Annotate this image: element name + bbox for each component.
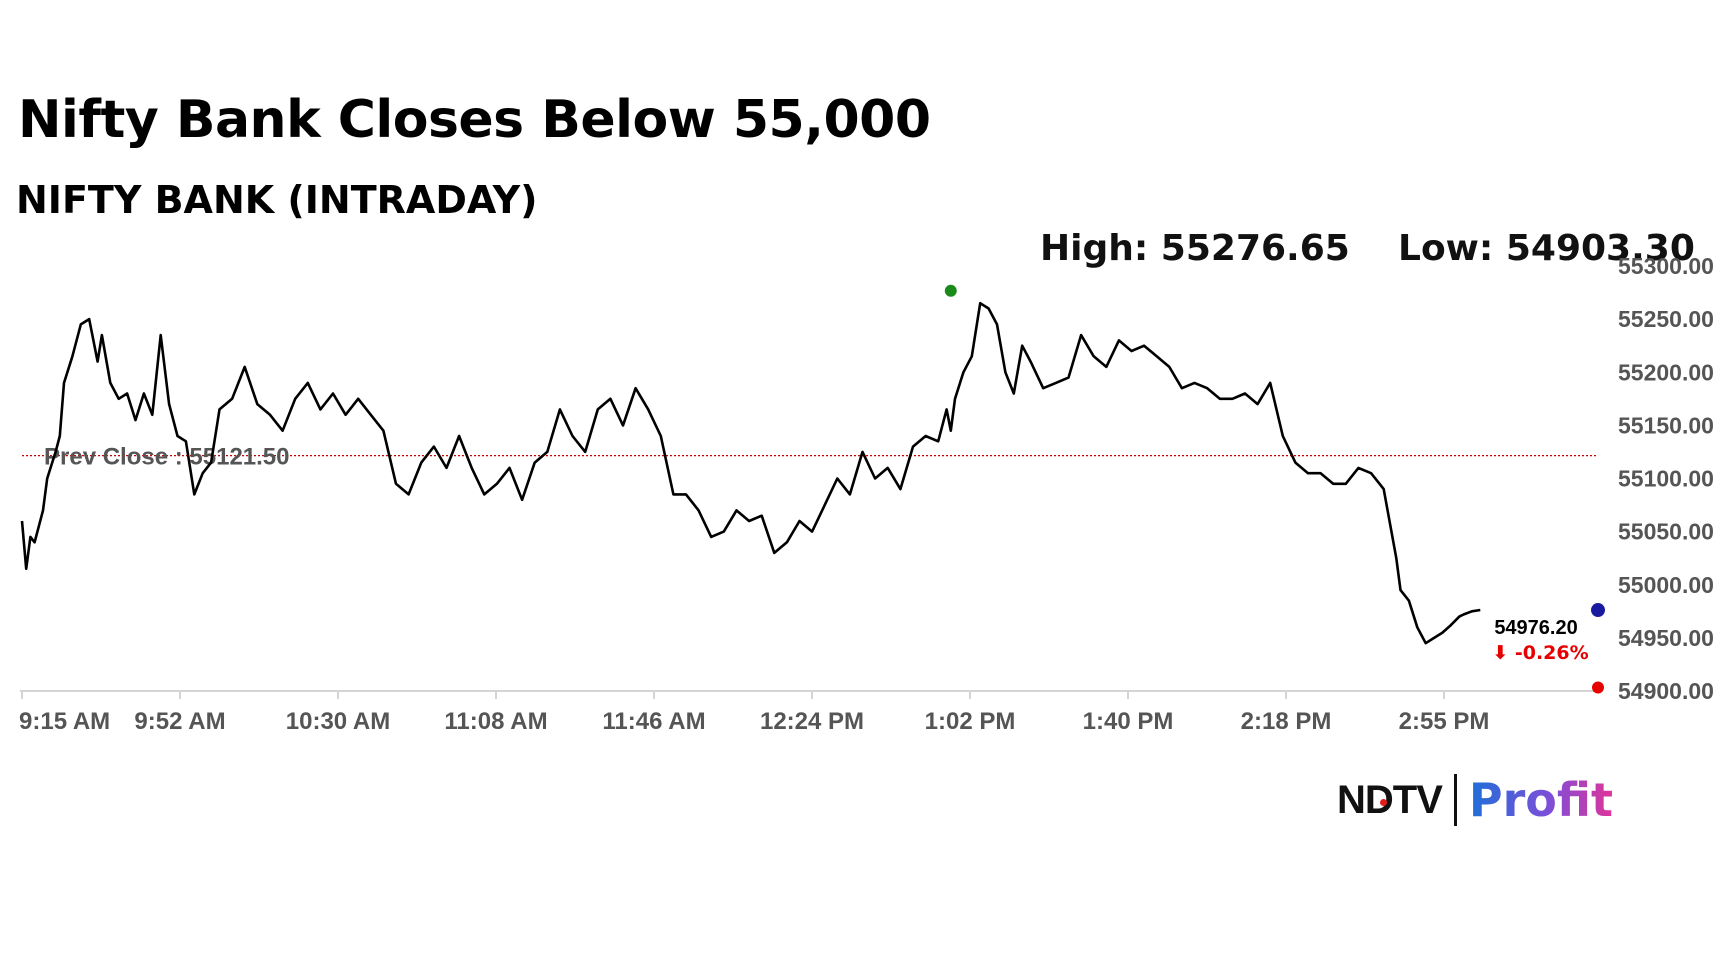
last-value-box: [1486, 612, 1591, 668]
y-tick-label: 54900.00: [1618, 678, 1714, 704]
x-tick-label: 2:55 PM: [1399, 708, 1490, 735]
y-tick-label: 55300.00: [1618, 253, 1714, 279]
y-tick-label: 54950.00: [1618, 625, 1714, 651]
y-tick-label: 55050.00: [1618, 519, 1714, 545]
low-marker: [1592, 681, 1604, 694]
x-tick-label: 1:02 PM: [925, 708, 1016, 735]
x-tick-label: 12:24 PM: [760, 708, 864, 735]
y-tick-label: 55000.00: [1618, 572, 1714, 598]
day-low-label: Low: 54903.30: [1398, 228, 1695, 269]
x-tick-label: 11:46 AM: [602, 708, 705, 735]
chart-subtitle: NIFTY BANK (INTRADAY): [16, 178, 538, 222]
x-tick-label: 11:08 AM: [444, 708, 547, 735]
prev-close-label: Prev Close : 55121.50: [44, 444, 290, 471]
last-value-label: 54976.20: [1494, 617, 1577, 639]
y-axis-ticks: 55300.00 55250.00 55200.00 55150.00 55100.00…: [1618, 253, 1714, 704]
x-tick-label: 1:40 PM: [1083, 708, 1174, 735]
ndtv-profit-logo: NDTV Profit: [1337, 770, 1613, 830]
x-tick-label: 9:52 AM: [134, 708, 225, 735]
ndtv-wordmark: NDTV: [1337, 777, 1443, 822]
profit-wordmark: Profit: [1468, 773, 1613, 827]
ndtv-red-dot: [1380, 798, 1387, 806]
change-percent-label: ⬇ -0.26%: [1492, 642, 1588, 664]
chart-title: Nifty Bank Closes Below 55,000: [18, 90, 931, 150]
x-axis-ticks: 9:15 AM 9:52 AM 10:30 AM 11:08 AM 11:46 AM 12…: [19, 691, 1489, 735]
y-tick-label: 55200.00: [1618, 359, 1714, 385]
y-tick-label: 55150.00: [1618, 412, 1714, 438]
x-tick-label: 10:30 AM: [286, 708, 390, 735]
high-marker: [944, 284, 957, 297]
price-line: [20, 301, 1481, 645]
x-tick-label: 9:15 AM: [19, 708, 110, 735]
last-marker: [1591, 603, 1605, 618]
day-high-label: High: 55276.65: [1040, 228, 1350, 269]
y-tick-label: 55100.00: [1618, 466, 1714, 492]
x-tick-label: 2:18 PM: [1241, 708, 1332, 735]
y-tick-label: 55250.00: [1618, 306, 1714, 332]
logo-separator: [1453, 774, 1457, 826]
